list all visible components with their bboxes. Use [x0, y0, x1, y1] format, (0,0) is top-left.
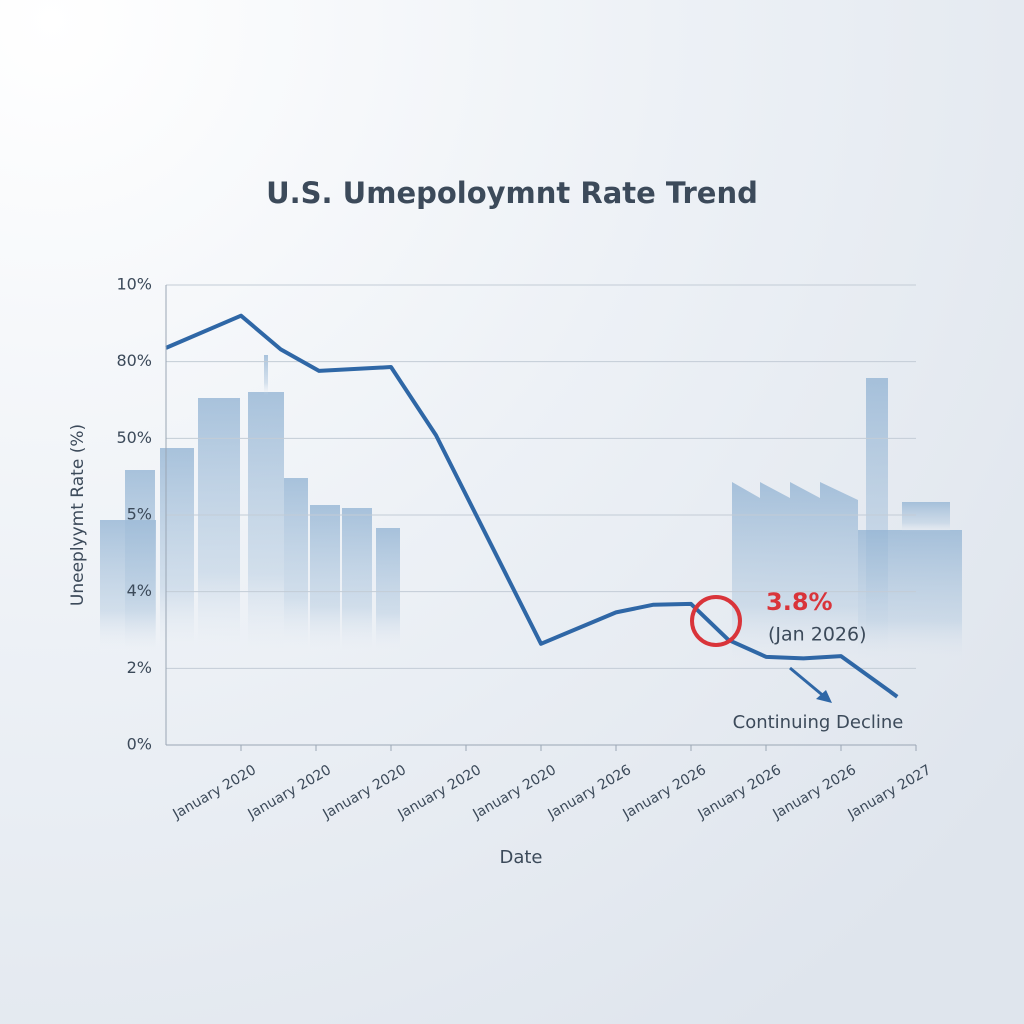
trend-arrow: [789, 666, 827, 700]
data-line: [165, 313, 899, 699]
y-tick-label: 5%: [127, 505, 152, 524]
chart-title: U.S. Umepoloymnt Rate Trend: [266, 176, 758, 210]
y-tick-label: 80%: [116, 351, 152, 370]
y-tick-label: 4%: [127, 581, 152, 600]
annotation-trend: Continuing Decline: [733, 712, 904, 733]
y-axis-label: Uneeplyymt Rate (%): [68, 424, 88, 606]
y-tick-label: 50%: [116, 428, 152, 447]
highlight-circle: [690, 595, 742, 647]
trend-arrowhead: [816, 690, 832, 703]
x-axis-label: Date: [499, 847, 542, 868]
skyline: [100, 355, 400, 652]
annotation-date: (Jan 2026): [768, 624, 867, 646]
y-tick-label: 2%: [127, 658, 152, 677]
annotation-value: 3.8%: [766, 588, 833, 616]
y-tick-label: 0%: [127, 735, 152, 754]
y-tick-label: 10%: [116, 275, 152, 294]
factory: [732, 378, 962, 660]
